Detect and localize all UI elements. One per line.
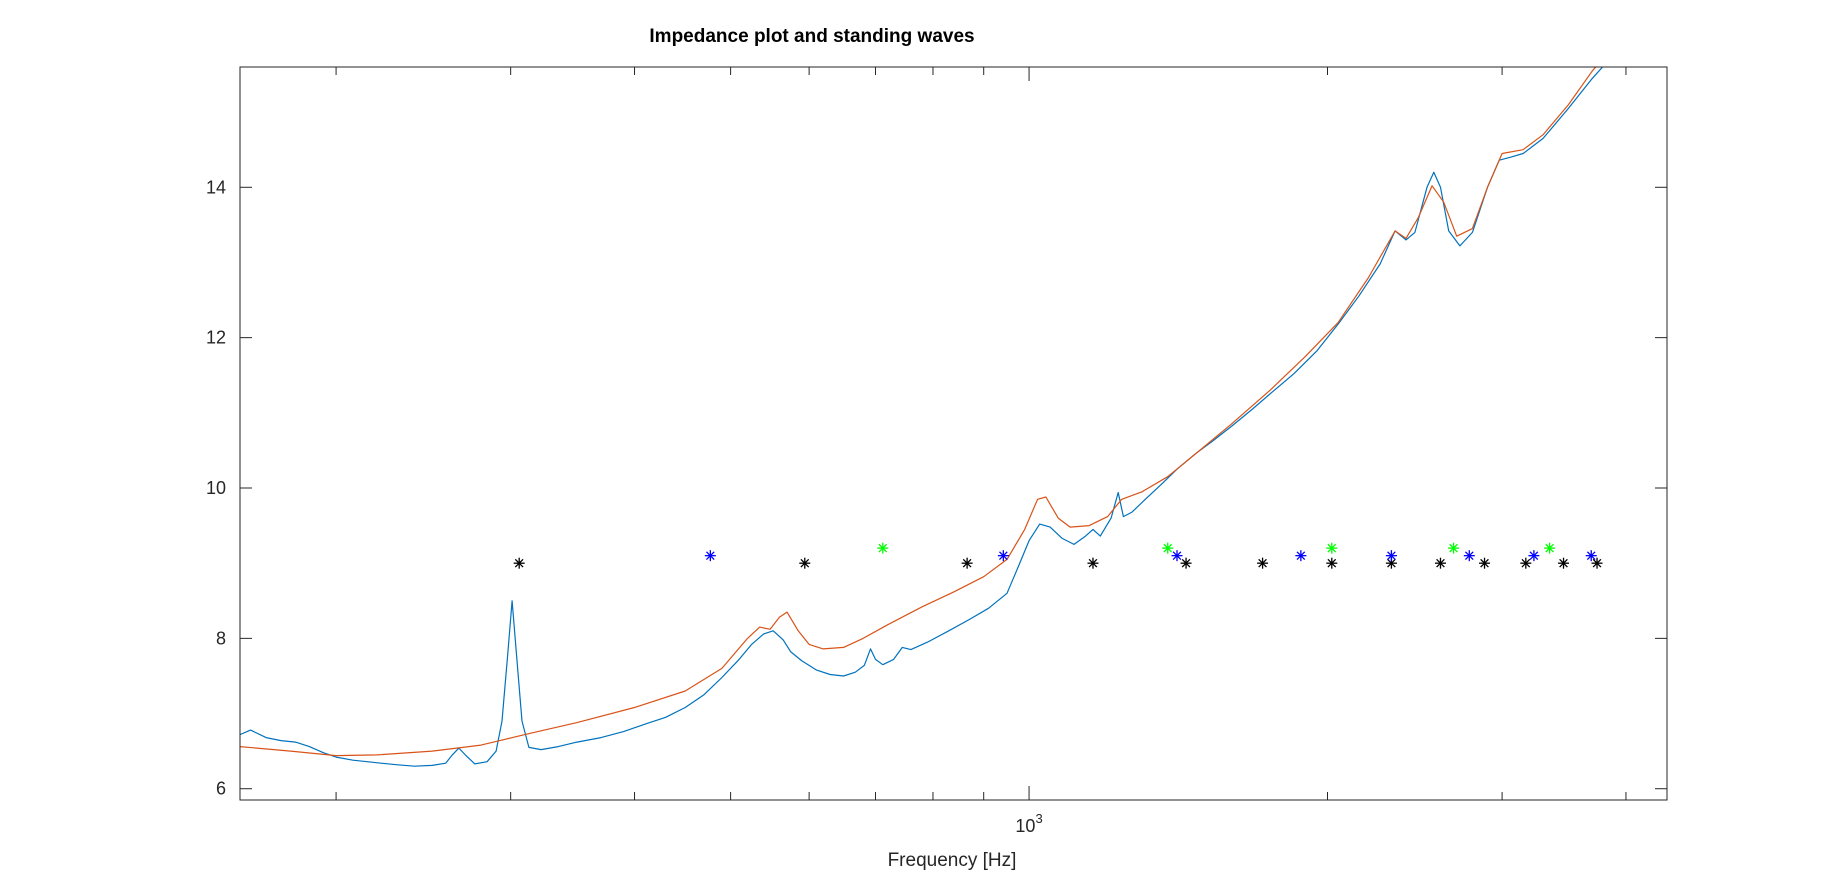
asterisk-marker-5-3: [1326, 542, 1338, 554]
x-tick-label-exponent: 3: [1035, 811, 1042, 826]
asterisk-marker-5-5: [1544, 542, 1556, 554]
y-tick-label: 12: [206, 328, 226, 348]
x-axis-label: Frequency [Hz]: [888, 850, 1017, 871]
asterisk-marker-3-5: [1180, 557, 1192, 569]
asterisk-marker-4-6: [1463, 550, 1475, 562]
asterisk-marker-5-2: [1162, 542, 1174, 554]
asterisk-marker-3-11: [1520, 557, 1532, 569]
series-line-2: [240, 67, 1597, 757]
asterisk-marker-3-10: [1479, 557, 1491, 569]
x-tick-label: 103: [1015, 811, 1042, 836]
asterisk-marker-3-6: [1257, 557, 1269, 569]
series-line-1: [240, 67, 1604, 767]
y-tick-label: 14: [206, 177, 226, 197]
asterisk-marker-3-12: [1558, 557, 1570, 569]
y-tick-label: 8: [216, 628, 226, 648]
data-series-group: [240, 67, 1604, 767]
asterisk-marker-5-4: [1448, 542, 1460, 554]
asterisk-marker-3-2: [799, 557, 811, 569]
axes-box: [239, 66, 1668, 801]
chart-title: Impedance plot and standing waves: [649, 26, 974, 47]
asterisk-marker-3-3: [961, 557, 973, 569]
asterisk-marker-4-8: [1585, 550, 1597, 562]
asterisk-marker-4-1: [704, 550, 716, 562]
asterisk-marker-3-1: [513, 557, 525, 569]
asterisk-marker-3-7: [1326, 557, 1338, 569]
y-tick-label: 6: [216, 779, 226, 799]
asterisk-marker-4-5: [1385, 550, 1397, 562]
asterisk-marker-3-13: [1591, 557, 1603, 569]
asterisk-marker-4-7: [1528, 550, 1540, 562]
asterisk-marker-5-1: [877, 542, 889, 554]
y-tick-label: 10: [206, 478, 226, 498]
asterisk-marker-3-4: [1087, 557, 1099, 569]
x-tick-label-base: 10: [1015, 816, 1035, 836]
asterisk-marker-4-2: [997, 550, 1009, 562]
asterisk-marker-3-9: [1434, 557, 1446, 569]
asterisk-marker-3-8: [1385, 557, 1397, 569]
asterisk-marker-4-4: [1295, 550, 1307, 562]
asterisk-marker-4-3: [1171, 550, 1183, 562]
